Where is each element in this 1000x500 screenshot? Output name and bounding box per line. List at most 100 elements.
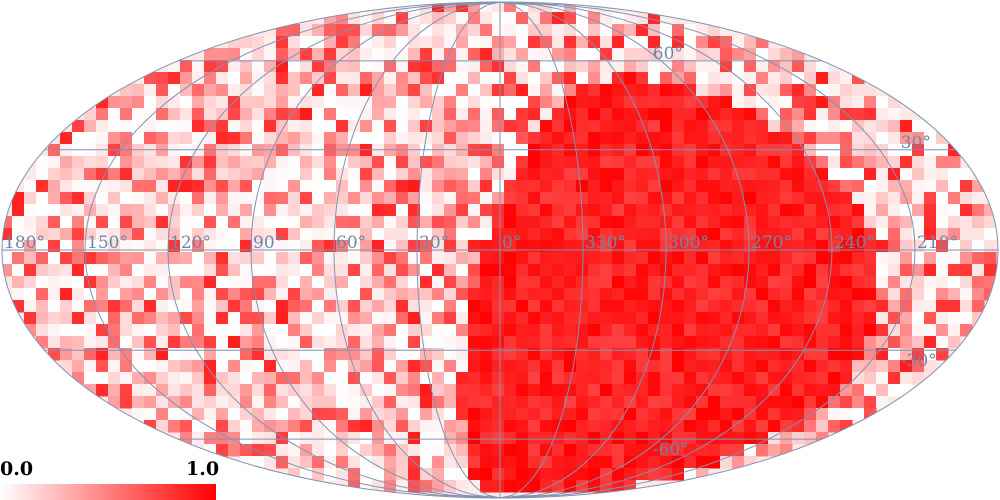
heatmap-cell — [984, 240, 997, 253]
heatmap-cell — [252, 120, 265, 133]
heatmap-cell — [432, 192, 445, 205]
heatmap-cell — [120, 168, 133, 181]
heatmap-cell — [180, 420, 193, 433]
heatmap-cell — [852, 192, 865, 205]
heatmap-cell — [948, 276, 961, 289]
heatmap-cell — [168, 228, 181, 241]
heatmap-cell — [264, 288, 277, 301]
heatmap-cell — [264, 60, 277, 73]
heatmap-cell — [564, 408, 577, 421]
heatmap-cell — [360, 156, 373, 169]
heatmap-cell — [228, 180, 241, 193]
heatmap-cell — [576, 168, 589, 181]
heatmap-cell — [408, 252, 421, 265]
heatmap-cell — [660, 180, 673, 193]
heatmap-cell — [696, 228, 709, 241]
heatmap-cell — [288, 96, 301, 109]
heatmap-cell — [828, 420, 841, 433]
heatmap-cell — [324, 108, 337, 121]
heatmap-cell — [672, 276, 685, 289]
heatmap-cell — [804, 372, 817, 385]
heatmap-cell — [240, 132, 253, 145]
heatmap-cell — [372, 120, 385, 133]
longitude-label: 60° — [336, 233, 366, 253]
heatmap-cell — [624, 300, 637, 313]
heatmap-cell — [108, 168, 121, 181]
heatmap-cell — [816, 132, 829, 145]
heatmap-cell — [84, 288, 97, 301]
heatmap-cell — [960, 288, 973, 301]
heatmap-cell — [732, 108, 745, 121]
heatmap-cell — [744, 372, 757, 385]
heatmap-cell — [672, 432, 685, 445]
heatmap-cell — [780, 132, 793, 145]
heatmap-cell — [756, 360, 769, 373]
heatmap-cell — [624, 108, 637, 121]
heatmap-cell — [24, 228, 37, 241]
heatmap-cell — [96, 228, 109, 241]
heatmap-cell — [36, 300, 49, 313]
heatmap-cell — [336, 348, 349, 361]
heatmap-cell — [660, 408, 673, 421]
heatmap-cell — [792, 324, 805, 337]
heatmap-cell — [312, 360, 325, 373]
heatmap-cell — [204, 84, 217, 97]
heatmap-cell — [612, 468, 625, 481]
heatmap-cell — [312, 408, 325, 421]
heatmap-cell — [228, 324, 241, 337]
heatmap-cell — [648, 300, 661, 313]
heatmap-cell — [144, 204, 157, 217]
heatmap-cell — [840, 96, 853, 109]
heatmap-cell — [564, 384, 577, 397]
heatmap-cell — [504, 108, 517, 121]
heatmap-cell — [168, 336, 181, 349]
heatmap-cell — [684, 312, 697, 325]
heatmap-cell — [744, 120, 757, 133]
heatmap-cell — [264, 420, 277, 433]
heatmap-cell — [144, 120, 157, 133]
heatmap-cell — [540, 384, 553, 397]
heatmap-cell — [936, 324, 949, 337]
heatmap-cell — [2, 264, 13, 277]
heatmap-cell — [312, 156, 325, 169]
heatmap-cell — [528, 204, 541, 217]
heatmap-cell — [684, 372, 697, 385]
heatmap-cell — [504, 156, 517, 169]
heatmap-cell — [732, 396, 745, 409]
heatmap-cell — [708, 324, 721, 337]
heatmap-cell — [384, 348, 397, 361]
heatmap-cell — [156, 72, 169, 85]
heatmap-cell — [252, 72, 265, 85]
longitude-label: 270° — [751, 233, 792, 253]
heatmap-cell — [120, 180, 133, 193]
heatmap-cell — [420, 396, 433, 409]
heatmap-cell — [540, 84, 553, 97]
heatmap-cell — [936, 180, 949, 193]
heatmap-cell — [528, 444, 541, 457]
heatmap-cell — [324, 48, 337, 61]
heatmap-cell — [576, 336, 589, 349]
heatmap-cell — [672, 312, 685, 325]
heatmap-cell — [600, 324, 613, 337]
heatmap-cell — [696, 264, 709, 277]
heatmap-cell — [204, 216, 217, 229]
heatmap-cell — [276, 108, 289, 121]
heatmap-cell — [228, 60, 241, 73]
heatmap-cell — [396, 276, 409, 289]
heatmap-cell — [276, 336, 289, 349]
heatmap-cell — [708, 312, 721, 325]
heatmap-cell — [540, 420, 553, 433]
heatmap-cell — [696, 120, 709, 133]
heatmap-cell — [696, 396, 709, 409]
heatmap-cell — [648, 384, 661, 397]
heatmap-cell — [72, 228, 85, 241]
heatmap-cell — [324, 216, 337, 229]
heatmap-cell — [480, 72, 493, 85]
heatmap-cell — [528, 348, 541, 361]
heatmap-cell — [144, 324, 157, 337]
heatmap-cell — [744, 72, 757, 85]
heatmap-cell — [360, 384, 373, 397]
heatmap-cell — [612, 288, 625, 301]
heatmap-cell — [240, 252, 253, 265]
heatmap-cell — [612, 336, 625, 349]
